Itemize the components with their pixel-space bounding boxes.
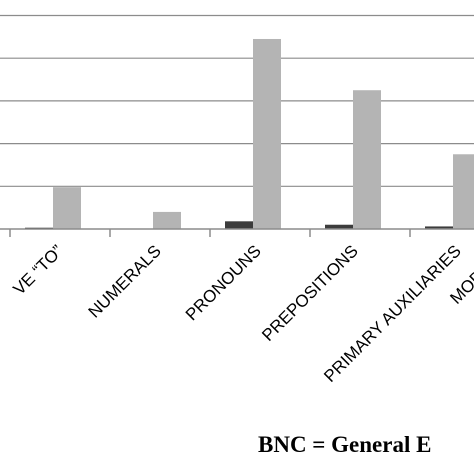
footer-caption: BNC = General E bbox=[258, 432, 432, 457]
bar-series1-4 bbox=[325, 224, 353, 229]
bar-series2-4 bbox=[353, 90, 381, 229]
bar-series2-1 bbox=[53, 187, 81, 229]
x-axis bbox=[0, 228, 474, 237]
x-tick-label-3: PRONOUNS bbox=[182, 241, 265, 324]
gridlines bbox=[0, 14, 474, 187]
bar-series2-5 bbox=[453, 154, 474, 229]
bar-series2-2 bbox=[153, 211, 181, 229]
x-tick-label-2: NUMERALS bbox=[85, 241, 165, 321]
x-tick-label-4: PREPOSITIONS bbox=[258, 241, 362, 345]
bars bbox=[25, 38, 474, 230]
bar-series1-3 bbox=[225, 221, 253, 229]
bar-series1-5 bbox=[425, 226, 453, 229]
bar-series2-3 bbox=[253, 38, 281, 229]
x-tick-label-1: VE “TO” bbox=[10, 241, 68, 299]
x-tick-labels: VE “TO” NUMERALS PRONOUNSPREPOSITIONSPRIMA… bbox=[10, 241, 474, 386]
